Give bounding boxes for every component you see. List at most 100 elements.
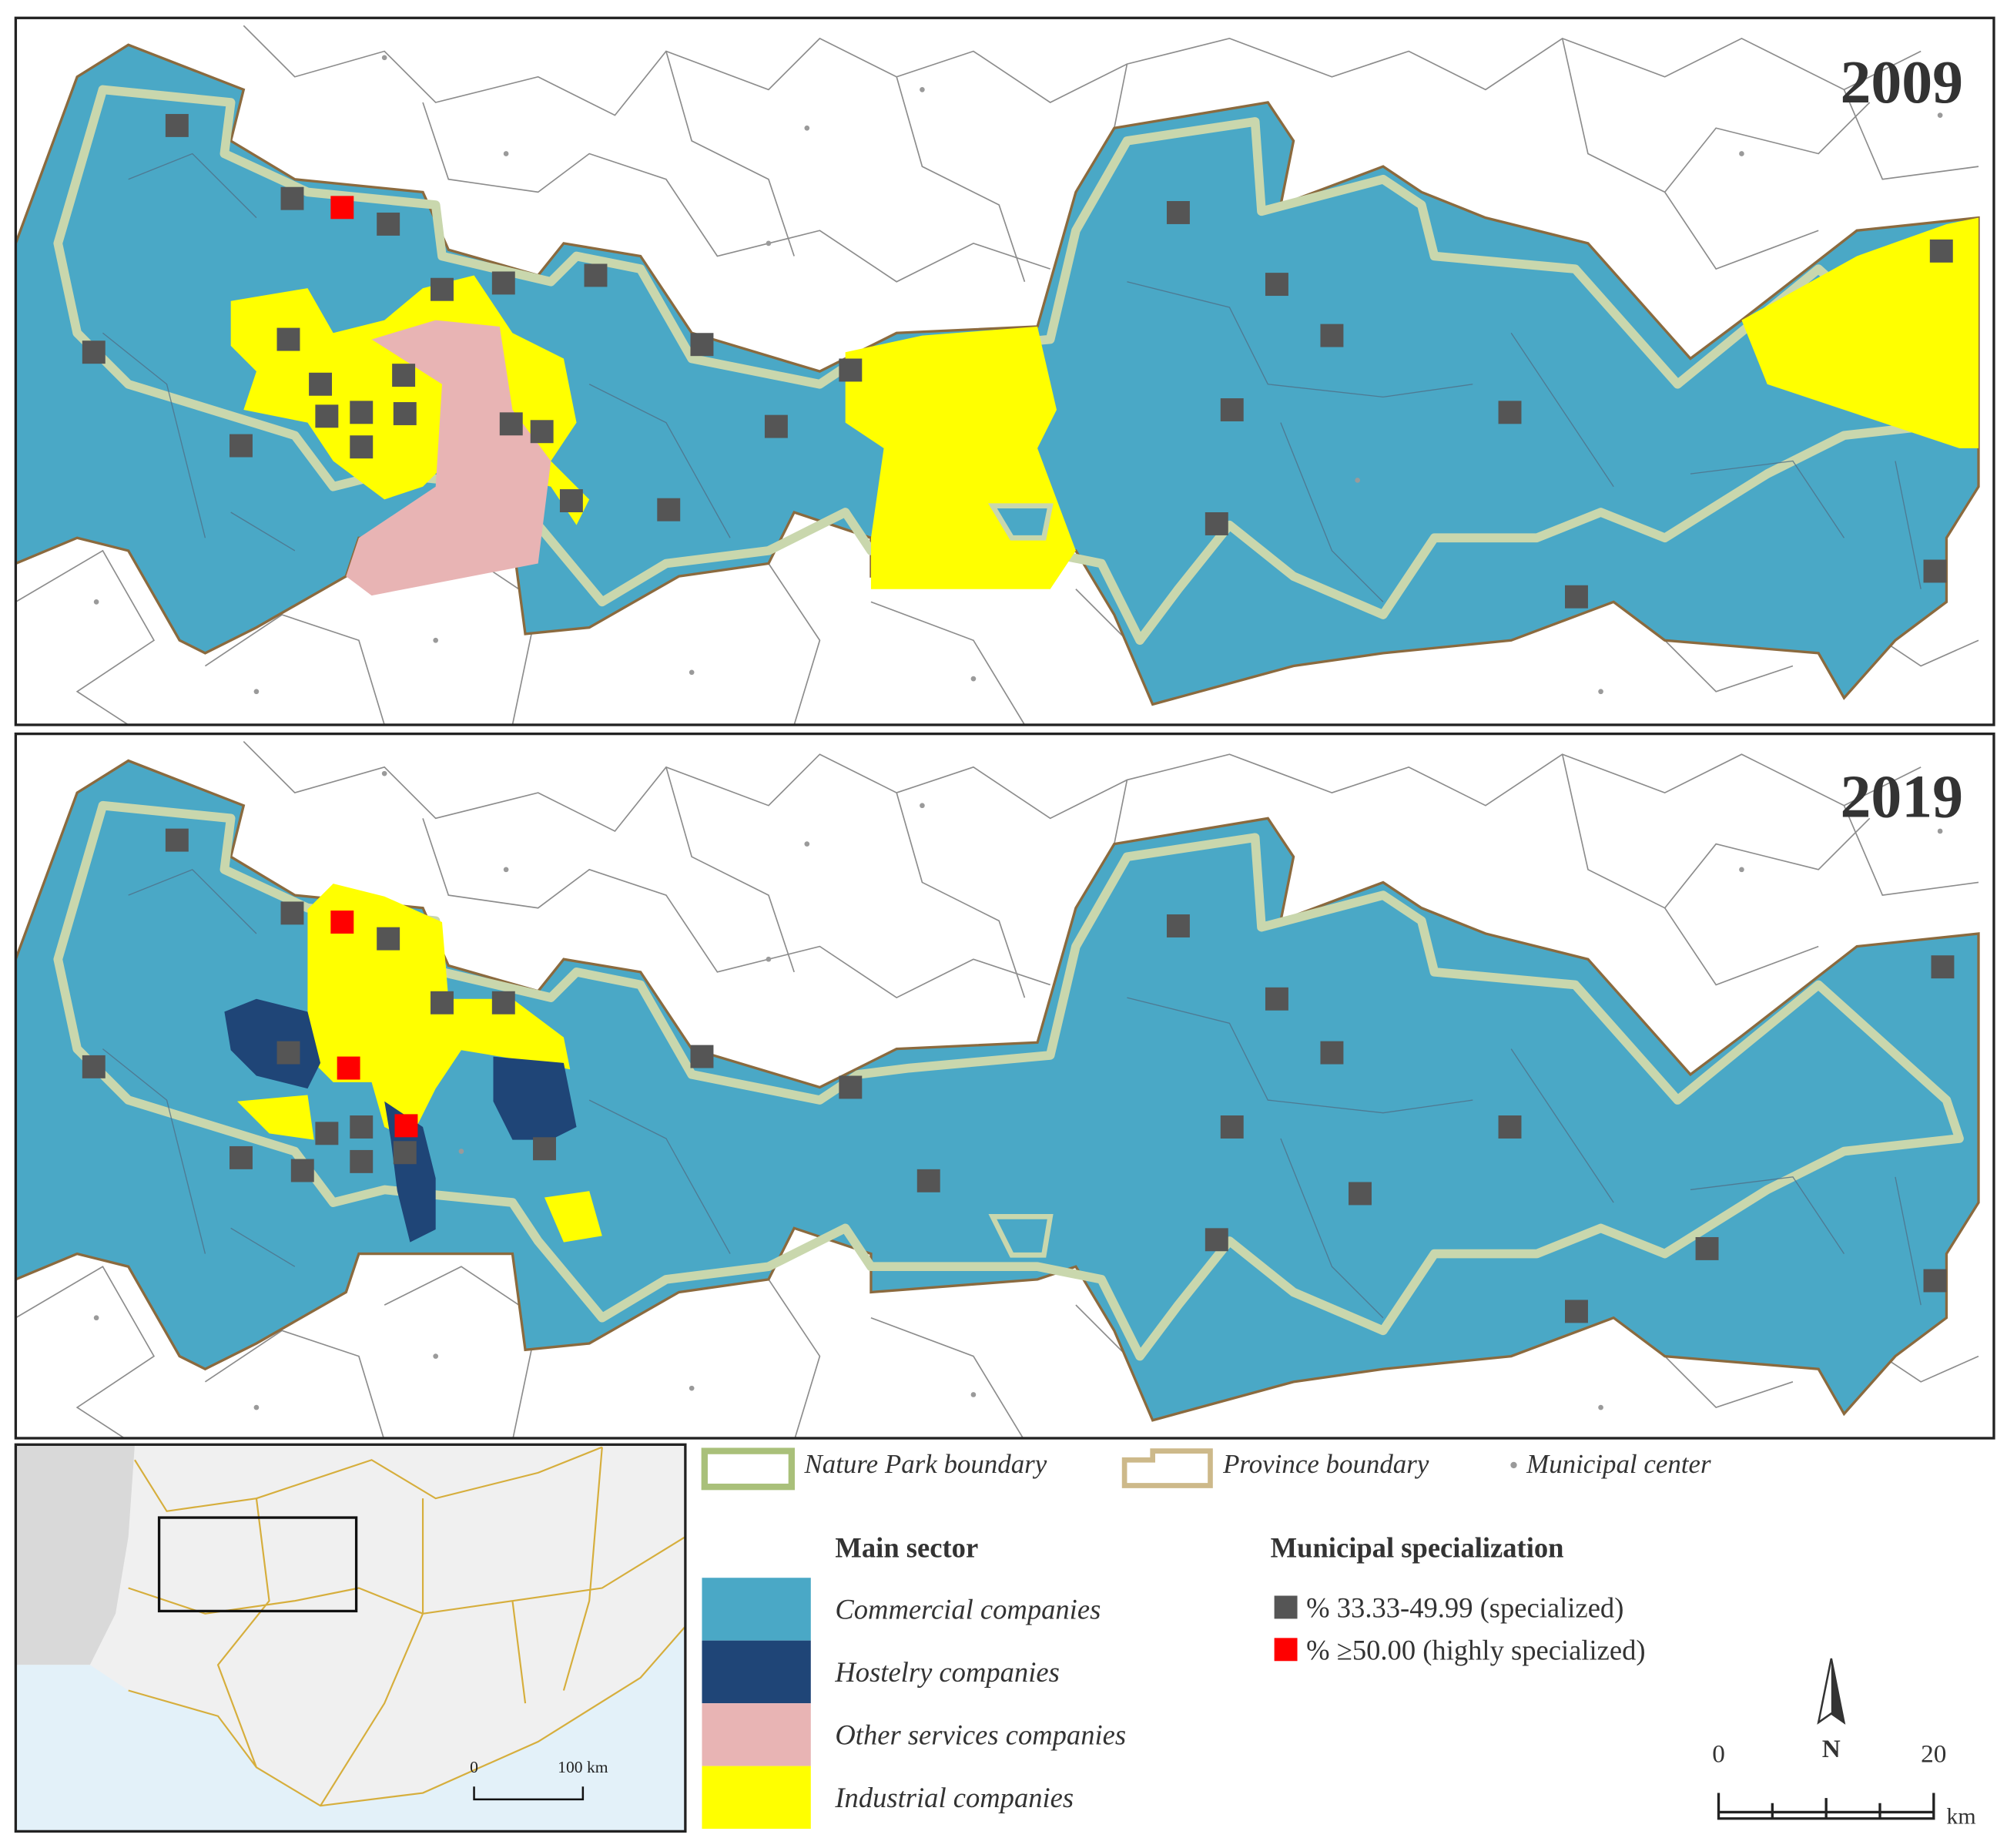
specialized-marker — [350, 401, 374, 424]
panel-frame — [14, 732, 1995, 1440]
specialized-marker — [499, 412, 523, 436]
specialized-marker — [1498, 401, 1522, 424]
panel-frame — [14, 16, 1995, 726]
specialized-marker — [82, 340, 106, 364]
legend-title: Main sector — [835, 1532, 978, 1564]
scale-label: 20 — [1921, 1740, 1946, 1769]
highly-specialized-marker — [394, 1114, 418, 1138]
specialized-marker — [559, 489, 583, 513]
sector-swatch — [702, 1766, 811, 1830]
highly-specialized-swatch — [1274, 1638, 1298, 1662]
north-label: N — [1822, 1735, 1841, 1763]
sector-swatch — [702, 1703, 811, 1766]
scale-bar — [1717, 1793, 1935, 1820]
specialized-marker — [276, 327, 300, 351]
specialized-marker — [165, 113, 189, 137]
year-label: 2009 — [1840, 49, 1963, 116]
legend-label: Commercial companies — [835, 1593, 1101, 1625]
specialized-marker — [1205, 512, 1228, 535]
legend-label: Other services companies — [835, 1719, 1126, 1750]
inset-map: 0 100 km — [15, 1444, 685, 1832]
legend-label: Nature Park boundary — [803, 1449, 1047, 1479]
specialized-marker — [916, 1169, 940, 1192]
specialized-marker — [1923, 1269, 1947, 1293]
specialized-marker — [584, 263, 608, 287]
specialized-marker — [1220, 398, 1244, 421]
legend-label: Province boundary — [1222, 1449, 1429, 1479]
scale-unit: km — [1946, 1803, 1975, 1829]
center-symbol — [1510, 1461, 1517, 1469]
specialized-marker — [431, 991, 454, 1015]
specialized-marker — [280, 186, 304, 210]
specialized-marker — [393, 402, 417, 425]
specialized-marker — [764, 414, 788, 438]
legend-label: Hostelry companies — [834, 1656, 1059, 1688]
specialized-marker — [1320, 1041, 1344, 1065]
specialized-marker — [350, 1149, 374, 1173]
legend-label: % 33.33-49.99 (specialized) — [1306, 1592, 1623, 1624]
specialized-marker — [230, 1145, 253, 1169]
markers — [82, 113, 1955, 1323]
highly-specialized-marker — [330, 911, 354, 934]
nature-park-symbol — [701, 1447, 796, 1491]
specialized-marker — [1923, 559, 1947, 583]
specialized-marker — [690, 333, 714, 357]
legend-label: Municipal center — [1526, 1449, 1711, 1479]
specialized-marker — [393, 1141, 417, 1165]
specialized-marker — [1166, 914, 1190, 937]
specialized-marker — [377, 927, 400, 951]
legend-label: % ≥50.00 (highly specialized) — [1306, 1635, 1645, 1666]
specialized-marker — [1265, 273, 1288, 297]
specialized-marker — [1205, 1228, 1228, 1252]
specialized-marker — [165, 828, 189, 852]
scale-label: 0 — [1712, 1740, 1725, 1769]
specialized-marker — [315, 1122, 339, 1145]
province-symbol — [1121, 1448, 1213, 1488]
specialized-marker — [839, 1075, 863, 1099]
specialized-marker — [533, 1137, 556, 1161]
specialized-marker — [377, 212, 400, 236]
inset-frame — [14, 1443, 687, 1833]
specialized-marker — [1565, 585, 1588, 609]
specialized-marker — [690, 1045, 714, 1068]
specialized-marker — [309, 372, 333, 396]
specialized-marker — [350, 1115, 374, 1139]
specialized-marker — [530, 420, 554, 444]
specialized-marker — [1320, 324, 1344, 347]
specialized-marker — [1265, 987, 1288, 1011]
specialized-marker — [1166, 201, 1190, 224]
legend-title: Municipal specialization — [1271, 1532, 1564, 1564]
specialized-marker — [1929, 239, 1953, 263]
legend: Nature Park boundary Province boundary M… — [701, 1447, 1976, 1830]
specialized-marker — [315, 404, 339, 428]
year-label: 2019 — [1840, 763, 1963, 831]
specialized-marker — [657, 498, 681, 522]
specialized-marker — [1695, 1236, 1719, 1260]
specialized-marker — [1349, 1182, 1372, 1206]
specialized-marker — [431, 277, 454, 301]
specialized-swatch — [1274, 1595, 1298, 1619]
specialized-marker — [290, 1159, 314, 1182]
highly-specialized-marker — [330, 196, 354, 220]
sector-swatch — [702, 1640, 811, 1704]
inset-scale-label: 100 km — [558, 1758, 608, 1776]
specialized-marker — [350, 435, 374, 459]
sector-swatch — [702, 1578, 811, 1641]
specialized-marker — [392, 364, 416, 387]
specialized-marker — [1220, 1115, 1244, 1139]
specialized-marker — [491, 991, 515, 1015]
specialized-marker — [1565, 1300, 1588, 1323]
inset-scale-label: 0 — [470, 1758, 478, 1776]
specialized-marker — [1931, 955, 1955, 979]
specialized-marker — [82, 1055, 106, 1078]
specialized-marker — [839, 358, 863, 382]
specialized-marker — [1498, 1115, 1522, 1139]
specialized-marker — [276, 1041, 300, 1065]
legend-label: Industrial companies — [834, 1782, 1074, 1813]
map-2009 — [15, 18, 1994, 725]
map-2019 — [15, 734, 1994, 1441]
specialized-marker — [230, 434, 253, 458]
highly-specialized-marker — [337, 1056, 360, 1080]
